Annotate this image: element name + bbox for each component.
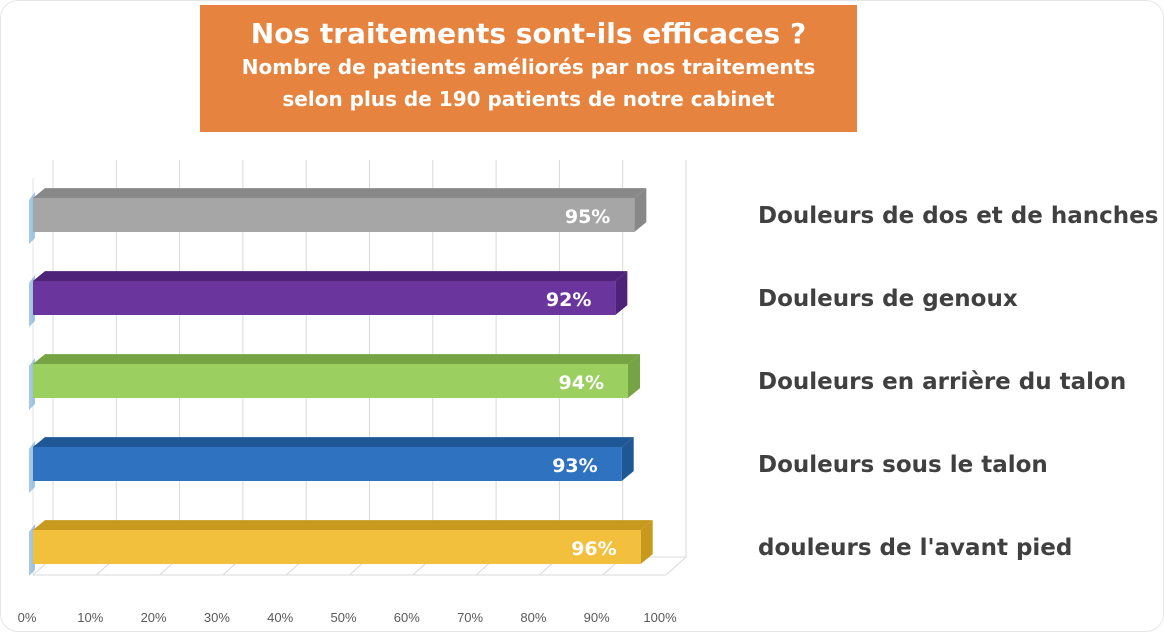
x-tick-label: 30%: [204, 610, 230, 625]
x-tick-label: 70%: [457, 610, 483, 625]
x-tick-label: 20%: [141, 610, 167, 625]
category-label: douleurs de l'avant pied: [758, 535, 1073, 561]
bar: [33, 447, 622, 481]
bar-value-label: 92%: [546, 289, 591, 311]
category-label: Douleurs en arrière du talon: [758, 369, 1127, 395]
bar-top-face: [33, 188, 647, 198]
bar-top-face: [33, 271, 628, 281]
x-tick-label: 60%: [394, 610, 420, 625]
x-tick-label: 40%: [267, 610, 293, 625]
bar-top-face: [33, 354, 641, 364]
bar-value-label: 94%: [559, 372, 604, 394]
bar-end-face: [628, 354, 641, 398]
bar-end-face: [621, 437, 634, 481]
x-tick-label: 50%: [330, 610, 356, 625]
x-tick-label: 0%: [18, 610, 37, 625]
bar: [33, 281, 616, 315]
bar: [33, 364, 629, 398]
x-tick-label: 90%: [584, 610, 610, 625]
bar-end-face: [615, 271, 628, 315]
chart-subtitle-line-1: Nombre de patients améliorés par nos tra…: [241, 55, 816, 79]
bar-end-face: [640, 520, 653, 564]
bar-top-face: [33, 520, 653, 530]
floor-gridline: [665, 556, 687, 576]
title-box: Nos traitements sont-ils efficaces ? Nom…: [200, 5, 857, 132]
bar: [33, 530, 641, 564]
bar-value-label: 96%: [571, 538, 616, 560]
bar-top-face: [33, 437, 634, 447]
bar: [33, 198, 635, 232]
category-label: Douleurs de genoux: [758, 286, 1018, 312]
bar-value-label: 95%: [565, 206, 610, 228]
x-tick-label: 100%: [643, 610, 677, 625]
x-tick-label: 80%: [520, 610, 546, 625]
chart-title: Nos traitements sont-ils efficaces ?: [250, 17, 807, 50]
category-label: Douleurs de dos et de hanches: [758, 203, 1159, 229]
chart-subtitle-line-2: selon plus de 190 patients de notre cabi…: [282, 87, 775, 111]
bar-end-face: [634, 188, 647, 232]
category-label: Douleurs sous le talon: [758, 452, 1048, 478]
bar-value-label: 93%: [552, 455, 597, 477]
x-tick-label: 10%: [77, 610, 103, 625]
